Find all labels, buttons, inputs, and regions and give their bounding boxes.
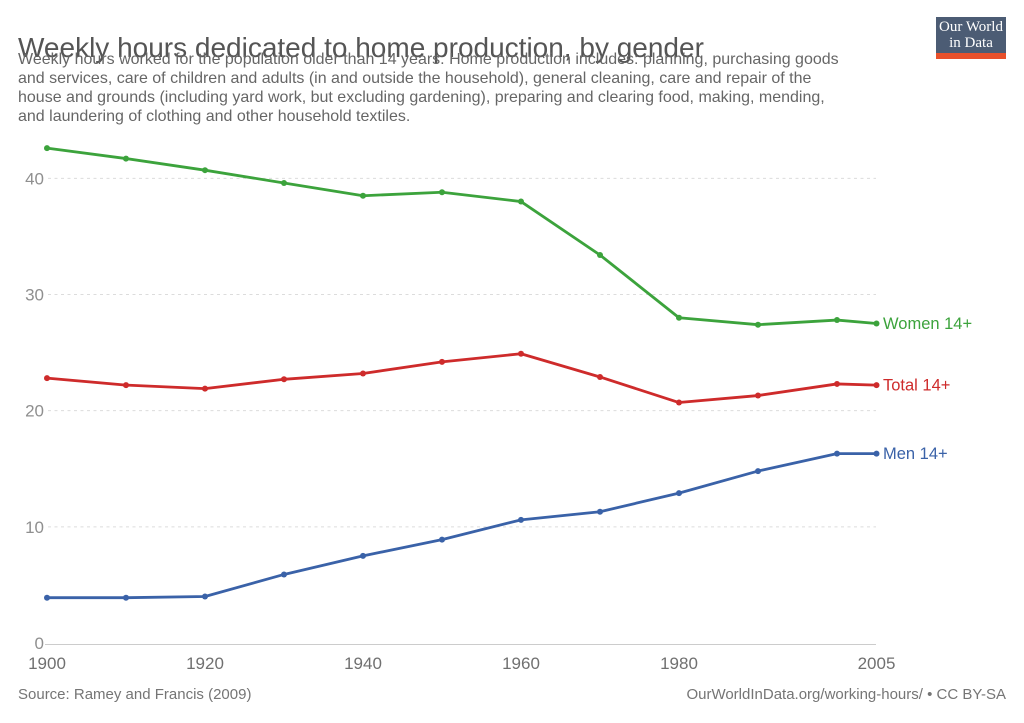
point-men-14-2000[interactable] — [834, 450, 840, 457]
series-label-men-14[interactable]: Men 14+ — [883, 445, 948, 463]
point-women-14-1900[interactable] — [44, 145, 50, 152]
point-women-14-2005[interactable] — [873, 320, 880, 327]
point-men-14-1970[interactable] — [597, 508, 603, 515]
point-women-14-1980[interactable] — [676, 314, 682, 321]
owid-logo-line1: Our World — [939, 19, 1003, 35]
point-men-14-1920[interactable] — [202, 593, 208, 600]
point-women-14-1970[interactable] — [597, 251, 603, 258]
point-men-14-1990[interactable] — [755, 468, 761, 475]
point-men-14-1960[interactable] — [518, 516, 524, 523]
point-men-14-2005[interactable] — [873, 450, 880, 457]
point-total-14-1950[interactable] — [439, 358, 445, 365]
chart-subtitle: Weekly hours worked for the population o… — [18, 51, 839, 125]
y-tick-label-0: 0 — [35, 634, 44, 653]
chart-footer: Source: Ramey and Francis (2009) OurWorl… — [18, 686, 1006, 703]
line-women-14[interactable] — [45, 146, 878, 327]
point-total-14-1900[interactable] — [44, 375, 50, 382]
point-total-14-1990[interactable] — [755, 392, 761, 399]
point-total-14-1920[interactable] — [202, 385, 208, 392]
y-tick-label-40: 40 — [25, 169, 44, 188]
point-women-14-1950[interactable] — [439, 189, 445, 196]
point-women-14-1960[interactable] — [518, 198, 524, 205]
y-tick-label-10: 10 — [25, 518, 44, 537]
owid-logo-bar — [936, 53, 1006, 59]
point-men-14-1940[interactable] — [360, 552, 366, 559]
source-text: Source: Ramey and Francis (2009) — [18, 686, 252, 703]
point-total-14-1980[interactable] — [676, 399, 682, 406]
line-men-14[interactable] — [45, 452, 878, 600]
line-total-14[interactable] — [45, 352, 878, 404]
point-total-14-1970[interactable] — [597, 373, 603, 380]
point-men-14-1910[interactable] — [123, 594, 129, 601]
x-tick-label-1940: 1940 — [344, 654, 382, 673]
point-women-14-1940[interactable] — [360, 192, 366, 199]
point-women-14-2000[interactable] — [834, 317, 840, 324]
x-tick-label-1900: 1900 — [28, 654, 66, 673]
attribution-text: OurWorldInData.org/working-hours/ • CC B… — [686, 686, 1006, 703]
page-title: Weekly hours dedicated to home productio… — [18, 31, 704, 63]
point-total-14-2005[interactable] — [873, 382, 880, 389]
point-total-14-1930[interactable] — [281, 376, 287, 383]
owid-logo-text: Our World in Data — [936, 17, 1006, 53]
y-tick-label-20: 20 — [25, 402, 44, 421]
point-women-14-1920[interactable] — [202, 167, 208, 174]
point-women-14-1990[interactable] — [755, 321, 761, 328]
x-tick-label-1920: 1920 — [186, 654, 224, 673]
point-total-14-1940[interactable] — [360, 370, 366, 377]
point-women-14-1930[interactable] — [281, 179, 287, 186]
point-men-14-1950[interactable] — [439, 536, 445, 543]
point-women-14-1910[interactable] — [123, 155, 129, 162]
x-tick-label-1960: 1960 — [502, 654, 540, 673]
series-label-total-14[interactable]: Total 14+ — [883, 377, 950, 395]
y-tick-label-30: 30 — [25, 285, 44, 304]
series-label-women-14[interactable]: Women 14+ — [883, 315, 972, 333]
point-total-14-1910[interactable] — [123, 382, 129, 389]
point-men-14-1980[interactable] — [676, 490, 682, 497]
point-men-14-1930[interactable] — [281, 571, 287, 578]
point-men-14-1900[interactable] — [44, 594, 50, 601]
x-tick-label-1980: 1980 — [660, 654, 698, 673]
point-total-14-2000[interactable] — [834, 380, 840, 387]
point-total-14-1960[interactable] — [518, 350, 524, 357]
owid-logo-line2: in Data — [949, 35, 993, 51]
owid-logo[interactable]: Our World in Data — [936, 17, 1006, 59]
x-tick-label-2005: 2005 — [858, 654, 896, 673]
